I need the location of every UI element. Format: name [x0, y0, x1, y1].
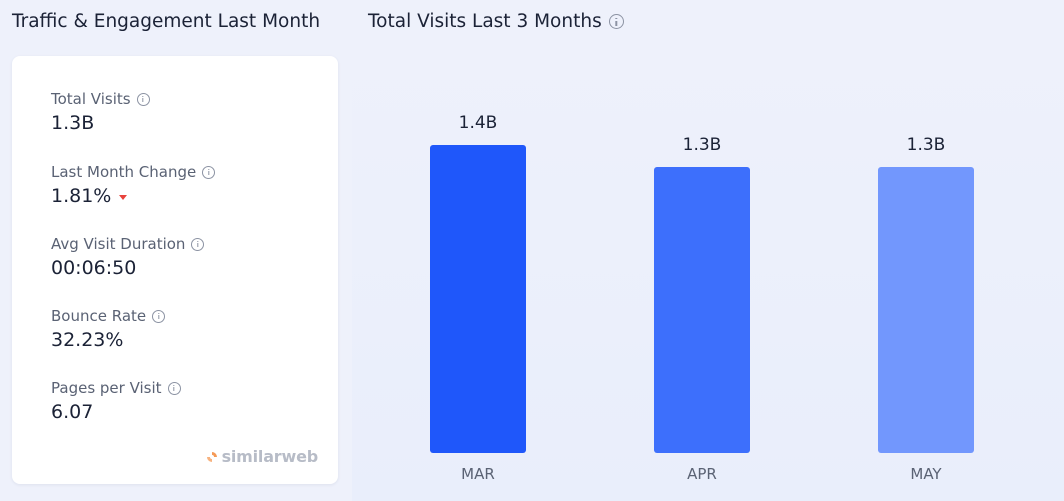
metric-value-text: 6.07: [51, 401, 94, 423]
metric-value: 00:06:50: [51, 257, 204, 279]
metric-total-visits: Total Visits 1.3B: [51, 90, 150, 134]
similarweb-brand: similarweb: [206, 447, 318, 466]
metric-label-text: Total Visits: [51, 90, 131, 108]
metric-avg-visit-duration: Avg Visit Duration 00:06:50: [51, 235, 205, 279]
x-tick-label: MAY: [910, 465, 942, 483]
metric-value-text: 1.3B: [51, 112, 95, 134]
similarweb-logo-icon: [206, 451, 217, 462]
trend-down-icon: [119, 194, 128, 200]
metric-pages-per-visit: Pages per Visit 6.07: [51, 379, 181, 423]
engagement-card: Total Visits 1.3B Last Month Change 1.81…: [12, 56, 338, 484]
metric-value-text: 00:06:50: [51, 257, 137, 279]
info-icon[interactable]: [167, 381, 181, 395]
metric-last-month-change: Last Month Change 1.81%: [51, 163, 216, 207]
metric-bounce-rate: Bounce Rate 32.23%: [51, 307, 166, 351]
total-visits-chart: 1.4B MAR 1.3B APR 1.3B MAY: [352, 40, 1064, 501]
bar-value-label: 1.4B: [459, 113, 498, 133]
bar-chart: 1.4B MAR 1.3B APR 1.3B MAY: [430, 113, 974, 483]
traffic-engagement-heading: Traffic & Engagement Last Month: [12, 11, 320, 32]
x-tick-label: APR: [687, 465, 717, 483]
metric-label: Bounce Rate: [51, 307, 166, 325]
metric-label: Pages per Visit: [51, 379, 181, 397]
info-icon[interactable]: [152, 309, 166, 323]
x-tick-label: MAR: [461, 465, 495, 483]
bar-apr[interactable]: [654, 167, 750, 453]
bar-may[interactable]: [878, 167, 974, 453]
metric-value: 6.07: [51, 401, 181, 423]
bar-value-label: 1.3B: [683, 135, 722, 155]
metric-label: Last Month Change: [51, 163, 216, 181]
bar-mar[interactable]: [430, 145, 526, 453]
metric-value: 1.3B: [51, 112, 150, 134]
metric-label-text: Bounce Rate: [51, 307, 147, 325]
traffic-engagement-title: Traffic & Engagement Last Month: [12, 11, 321, 32]
bar-value-label: 1.3B: [907, 135, 946, 155]
metric-label-text: Pages per Visit: [51, 379, 162, 397]
metric-label-text: Last Month Change: [51, 163, 197, 181]
metric-value: 32.23%: [51, 329, 165, 351]
info-icon[interactable]: [191, 237, 205, 251]
metric-label-text: Avg Visit Duration: [51, 235, 186, 253]
metric-value: 1.81%: [51, 185, 215, 207]
total-visits-title: Total Visits Last 3 Months: [368, 11, 602, 32]
metric-label: Total Visits: [51, 90, 150, 108]
total-visits-heading: Total Visits Last 3 Months: [368, 11, 624, 32]
metric-value-text: 32.23%: [51, 329, 124, 351]
info-icon[interactable]: [136, 92, 150, 106]
brand-name: similarweb: [221, 447, 319, 466]
metric-value-text: 1.81%: [51, 185, 112, 207]
info-icon[interactable]: [608, 14, 624, 29]
info-icon[interactable]: [202, 165, 216, 179]
metric-label: Avg Visit Duration: [51, 235, 205, 253]
